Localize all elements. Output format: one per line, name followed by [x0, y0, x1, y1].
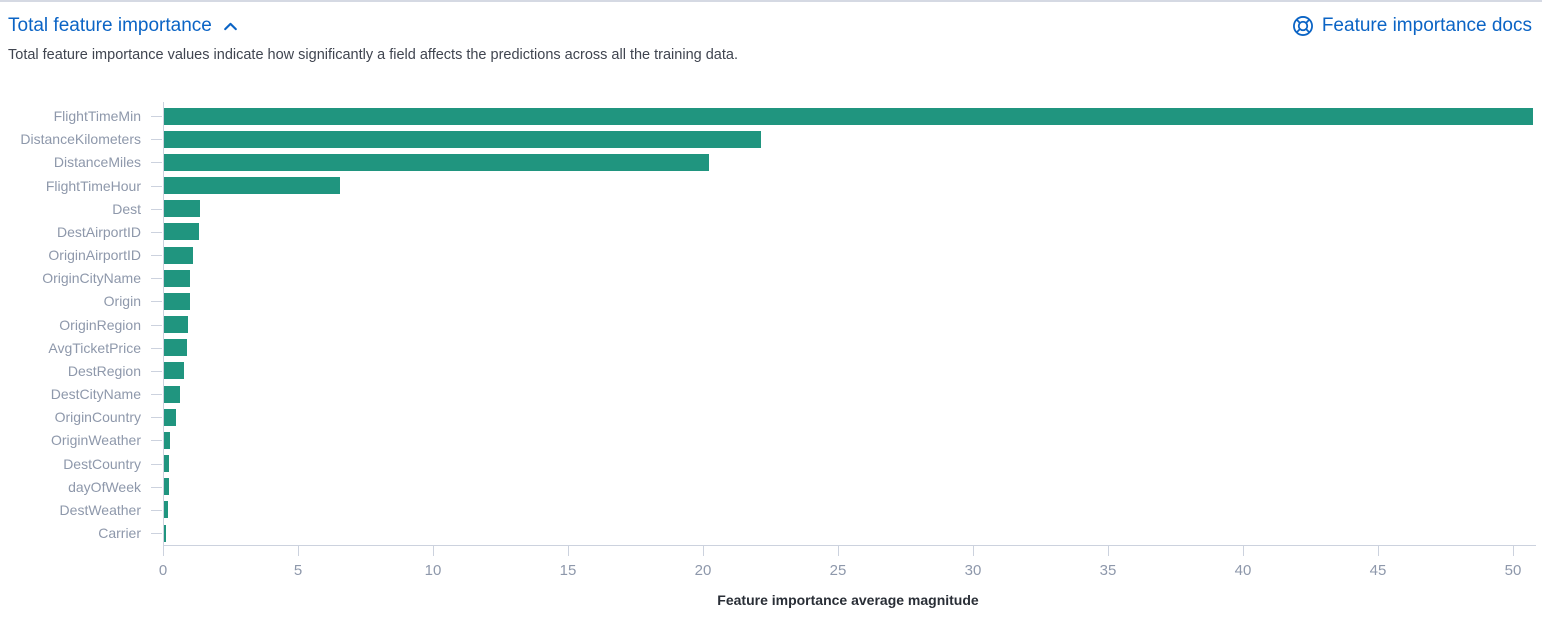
y-axis-tick — [151, 231, 162, 233]
y-axis-label: dayOfWeek — [68, 478, 141, 495]
y-axis-tick — [151, 301, 162, 303]
y-axis-label: OriginRegion — [59, 316, 141, 333]
bar[interactable] — [164, 455, 170, 473]
y-axis-label: OriginCityName — [42, 270, 141, 287]
x-axis-tick — [433, 546, 434, 556]
y-axis-label: DistanceMiles — [53, 154, 141, 171]
chevron-up-icon — [222, 18, 239, 35]
y-axis-label: DestAirportID — [56, 223, 141, 240]
x-axis-tick — [298, 546, 299, 556]
bar[interactable] — [164, 223, 200, 241]
panel-description: Total feature importance values indicate… — [8, 47, 738, 63]
x-axis-tick — [1243, 546, 1244, 556]
x-axis-tick — [1108, 546, 1109, 556]
x-axis-tick-label: 5 — [293, 562, 303, 579]
y-axis-label: Carrier — [98, 525, 141, 542]
y-axis-tick — [151, 208, 162, 210]
y-axis-label: Dest — [112, 200, 141, 217]
y-axis-tick — [151, 324, 162, 326]
y-axis-label: OriginWeather — [50, 432, 141, 449]
y-axis-tick — [151, 533, 162, 535]
section-title: Total feature importance — [8, 15, 212, 36]
bar[interactable] — [164, 362, 184, 380]
section-collapse-toggle[interactable]: Total feature importance — [8, 15, 239, 37]
y-axis-tick — [151, 185, 162, 187]
y-axis-label: DestCityName — [50, 386, 141, 403]
bar[interactable] — [164, 408, 176, 426]
y-axis-tick — [151, 162, 162, 164]
x-axis-tick-label: 15 — [559, 562, 577, 579]
x-axis-tick — [838, 546, 839, 556]
panel-header: Total feature importance Feature importa… — [0, 2, 1542, 37]
x-axis-title: Feature importance average magnitude — [717, 592, 979, 608]
bar[interactable] — [164, 431, 170, 449]
docs-link-label: Feature importance docs — [1321, 15, 1532, 36]
y-axis-label: OriginCountry — [54, 409, 141, 426]
x-axis-tick — [973, 546, 974, 556]
y-axis-tick — [151, 255, 162, 257]
y-axis-label: DestRegion — [67, 362, 141, 379]
y-axis-tick — [151, 486, 162, 488]
y-axis-label: DestWeather — [59, 501, 141, 518]
y-axis-label: DestCountry — [63, 455, 141, 472]
x-axis-tick-label: 35 — [1099, 562, 1117, 579]
x-axis-tick-label: 25 — [829, 562, 847, 579]
bar[interactable] — [164, 339, 187, 357]
x-axis-tick-label: 30 — [964, 562, 982, 579]
y-axis-tick — [151, 509, 162, 511]
y-axis-tick — [151, 347, 162, 349]
bar[interactable] — [164, 501, 169, 519]
y-axis-tick — [151, 440, 162, 442]
x-axis-tick-label: 0 — [158, 562, 168, 579]
x-axis-tick-label: 40 — [1234, 562, 1252, 579]
x-axis-tick — [1513, 546, 1514, 556]
bar[interactable] — [164, 153, 710, 171]
y-axis-label: AvgTicketPrice — [48, 339, 141, 356]
x-axis-tick-label: 45 — [1369, 562, 1387, 579]
bar[interactable] — [164, 316, 188, 334]
bar[interactable] — [164, 269, 191, 287]
bar[interactable] — [164, 200, 200, 218]
bar[interactable] — [164, 524, 166, 542]
x-axis-line — [163, 545, 1536, 546]
x-axis-tick-label: 50 — [1504, 562, 1522, 579]
x-axis-tick-label: 10 — [424, 562, 442, 579]
bar[interactable] — [164, 130, 761, 148]
x-axis-tick-label: 20 — [694, 562, 712, 579]
bar[interactable] — [164, 385, 181, 403]
y-axis-tick — [151, 394, 162, 396]
bar[interactable] — [164, 107, 1533, 125]
y-axis-label: FlightTimeMin — [53, 108, 141, 124]
y-axis-tick — [151, 417, 162, 419]
bar[interactable] — [164, 292, 190, 310]
y-axis-tick — [151, 116, 162, 117]
y-axis-label: Origin — [103, 293, 141, 310]
feature-importance-docs-link[interactable]: Feature importance docs — [1292, 15, 1532, 37]
y-axis-tick — [151, 278, 162, 280]
y-axis-tick — [151, 463, 162, 465]
y-axis-label: FlightTimeHour — [45, 177, 141, 194]
x-axis-tick — [568, 546, 569, 556]
bar[interactable] — [164, 246, 193, 264]
bar[interactable] — [164, 478, 169, 496]
y-axis-tick — [151, 370, 162, 372]
y-axis-label: DistanceKilometers — [20, 131, 141, 148]
x-axis-tick — [703, 546, 704, 556]
help-icon — [1292, 15, 1314, 37]
x-axis-tick — [1378, 546, 1379, 556]
bar[interactable] — [164, 177, 340, 194]
x-axis-tick — [163, 546, 164, 556]
y-axis-tick — [151, 139, 162, 141]
y-axis-label: OriginAirportID — [48, 247, 141, 264]
